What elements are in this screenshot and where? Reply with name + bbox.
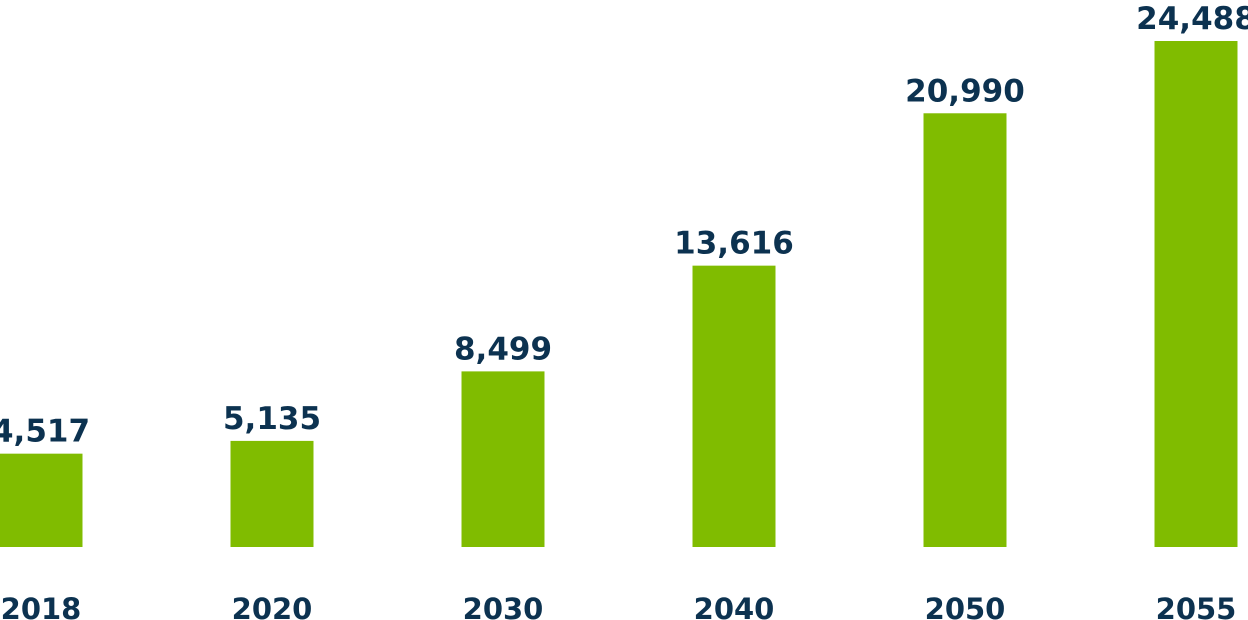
x-tick-label: 2030 [463,592,544,620]
value-label: 4,517 [0,414,90,450]
bar [461,371,545,547]
x-tick-label: 2050 [925,592,1006,620]
x-tick-label: 2055 [1156,592,1237,620]
bar [1154,41,1238,547]
value-label: 5,135 [223,401,321,437]
bar [230,440,314,547]
x-tick-label: 2020 [232,592,313,620]
value-label: 8,499 [454,331,552,367]
x-tick-label: 2018 [1,592,82,620]
bar [923,113,1007,547]
bar [692,265,776,547]
value-label: 20,990 [905,73,1025,109]
x-tick-label: 2040 [694,592,775,620]
bar [0,453,83,547]
value-label: 24,488 [1136,1,1248,37]
value-label: 13,616 [674,226,794,262]
